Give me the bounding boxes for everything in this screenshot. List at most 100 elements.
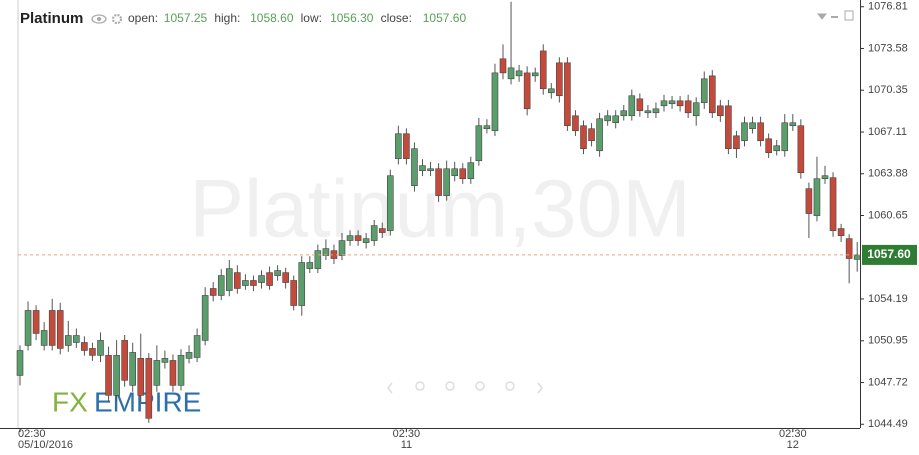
legend-value: 1058.60	[250, 11, 294, 25]
y-tick-label: 1054.19	[868, 293, 908, 305]
candle-body	[250, 280, 257, 286]
candle-body	[741, 122, 748, 142]
candle-body	[531, 72, 539, 77]
candle-body	[370, 225, 378, 241]
y-tick-label: 1063.88	[868, 168, 908, 180]
x-tick-date: 11	[401, 439, 412, 451]
candle-body	[636, 98, 644, 112]
candle-body	[668, 100, 676, 105]
candle-body	[837, 228, 845, 236]
candle-body	[475, 125, 483, 162]
candle-body	[628, 95, 636, 117]
candle-body	[121, 340, 128, 381]
candle-body	[362, 238, 370, 243]
x-tick-label: 02:30	[779, 428, 807, 440]
candle-body	[48, 310, 56, 346]
candle-body	[443, 168, 450, 196]
candle-body	[564, 62, 571, 127]
candle-body	[845, 238, 853, 259]
candle-body	[588, 128, 595, 142]
candles	[16, 1, 861, 423]
candle-body	[105, 355, 112, 396]
candle-body	[765, 138, 772, 154]
last-price-label: 1057.60	[867, 247, 911, 261]
legend-value: 1056.30	[330, 11, 374, 25]
candle-body	[515, 70, 523, 77]
candle-body	[797, 125, 805, 174]
nav-zoom-out[interactable]	[445, 381, 455, 391]
candle-body	[354, 235, 362, 241]
icon-maximize[interactable]	[844, 10, 854, 21]
candle-body	[556, 62, 563, 97]
candle-body	[483, 125, 491, 129]
icon-settings[interactable]	[111, 13, 123, 25]
candle-body	[137, 358, 145, 396]
candle-body	[113, 355, 120, 396]
legend: Platinum open: 1057.25 high: 1058.60 low: 105…	[20, 10, 466, 27]
toolbar-icons[interactable]	[816, 10, 854, 21]
candle-body	[459, 168, 467, 179]
candle-body	[805, 188, 813, 214]
candle-body	[153, 360, 161, 386]
candle-body	[676, 100, 684, 107]
candle-body	[523, 72, 531, 110]
candle-body	[65, 335, 72, 346]
candle-body	[129, 352, 136, 386]
candle-body	[781, 122, 789, 152]
candle-body	[491, 72, 499, 132]
icon-collapse[interactable]	[816, 13, 828, 20]
candle-body	[81, 342, 88, 351]
y-tick-label: 1060.65	[868, 209, 908, 221]
candle-body	[266, 272, 273, 286]
candle-body	[322, 248, 330, 256]
candle-body	[717, 105, 724, 117]
candle-body	[403, 133, 410, 159]
candle-body	[282, 272, 289, 283]
legend-label: high:	[214, 11, 240, 25]
candle-body	[733, 135, 740, 150]
candle-body	[467, 162, 475, 179]
nav-icons[interactable]	[387, 381, 543, 394]
candle-body	[652, 108, 660, 114]
nav-zoom-in[interactable]	[415, 381, 425, 391]
y-tick-label: 1050.95	[868, 335, 908, 347]
candle-body	[612, 115, 620, 124]
last-price-box	[862, 244, 917, 265]
candle-body	[16, 350, 24, 376]
candle-body	[97, 340, 104, 356]
nav-right[interactable]	[537, 382, 543, 394]
legend-value: 1057.25	[164, 11, 208, 25]
legend-label: low:	[301, 11, 322, 25]
candle-body	[378, 228, 386, 233]
candle-body	[539, 50, 547, 90]
candle-body	[242, 280, 249, 286]
candle-body	[451, 168, 459, 177]
candle-body	[725, 105, 732, 150]
y-tick-label: 1076.81	[868, 1, 908, 13]
candle-body	[338, 240, 346, 256]
candle-body	[435, 168, 442, 196]
candle-body	[145, 358, 153, 419]
candle-body	[193, 335, 201, 358]
legend-label: close:	[381, 11, 412, 25]
y-tick-label: 1073.58	[868, 42, 908, 54]
y-tick-label: 1047.72	[868, 376, 908, 388]
candle-body	[789, 122, 797, 127]
candle-body	[177, 355, 185, 386]
candle-body	[821, 175, 829, 179]
nav-left[interactable]	[387, 382, 393, 394]
candle-body	[234, 272, 241, 289]
icon-visibility[interactable]	[91, 14, 107, 24]
candle-body	[773, 145, 781, 152]
candle-body	[274, 270, 281, 276]
x-tick-date: 12	[787, 439, 799, 451]
nav-fit[interactable]	[505, 381, 515, 391]
logo-fx: FX	[52, 386, 88, 417]
symbol-title: Platinum	[20, 10, 83, 27]
candle-body	[298, 262, 306, 306]
x-tick-date: 05/10/2016	[18, 439, 73, 451]
nav-reset[interactable]	[475, 381, 485, 391]
candle-body	[749, 122, 756, 129]
candle-body	[209, 288, 217, 296]
candle-body	[32, 310, 40, 334]
